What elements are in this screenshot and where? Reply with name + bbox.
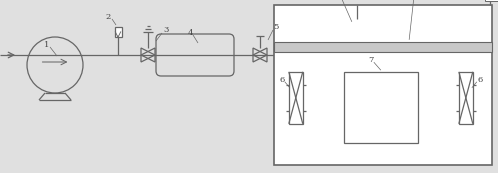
- Bar: [344, 72, 418, 143]
- Text: 5: 5: [273, 23, 279, 31]
- Text: 1: 1: [44, 41, 50, 49]
- Text: 2: 2: [106, 13, 111, 21]
- Bar: [485, 0, 498, 1]
- Bar: [274, 5, 492, 165]
- Bar: [459, 72, 473, 124]
- Bar: [115, 27, 122, 37]
- Text: 9: 9: [413, 0, 418, 1]
- Text: 4: 4: [187, 29, 193, 37]
- Text: 6: 6: [477, 76, 483, 84]
- Text: 6: 6: [279, 76, 284, 84]
- Text: 10: 10: [330, 0, 340, 1]
- Text: 7: 7: [368, 56, 374, 64]
- Text: 3: 3: [163, 26, 169, 34]
- Bar: [274, 42, 492, 52]
- Bar: [289, 72, 303, 124]
